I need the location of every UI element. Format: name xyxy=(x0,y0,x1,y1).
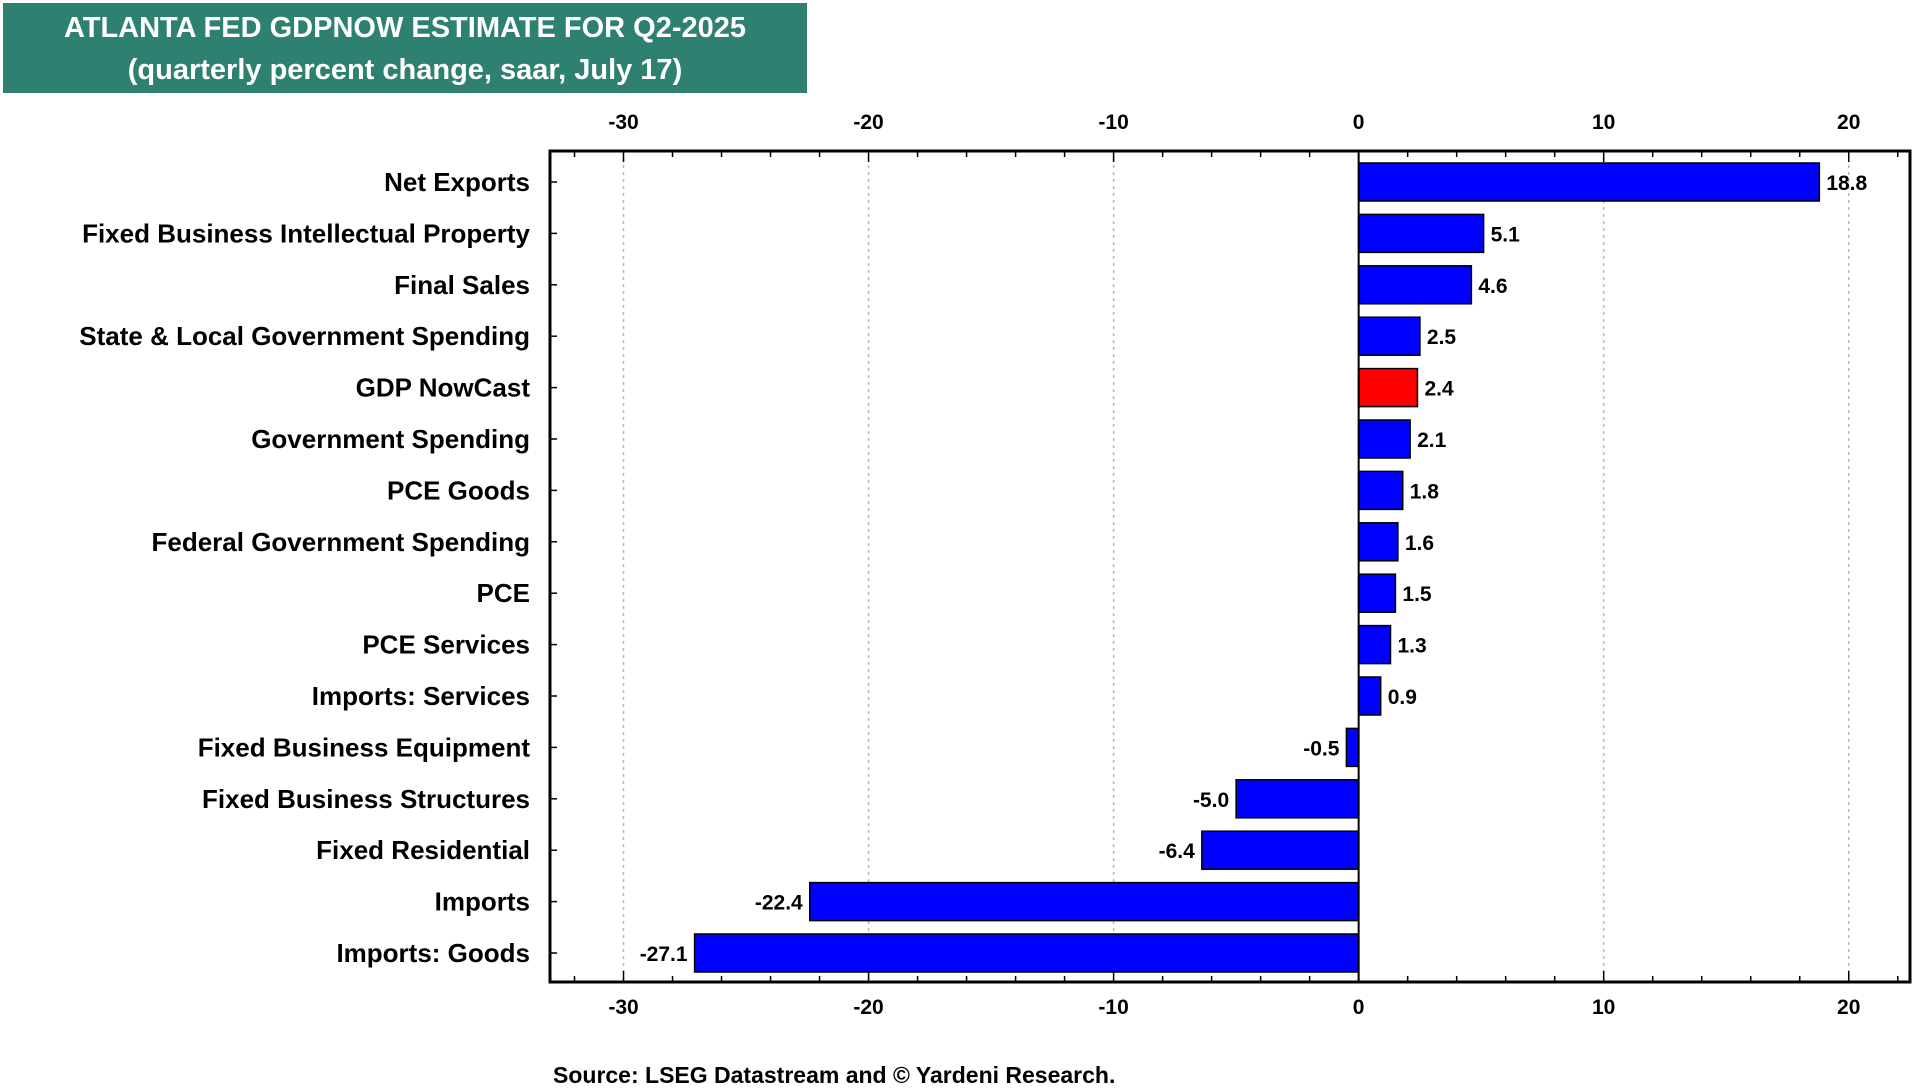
category-label: Net Exports xyxy=(384,167,530,197)
data-label: 4.6 xyxy=(1478,275,1507,298)
bar-federal-government-spending xyxy=(1357,522,1399,562)
data-label: -0.5 xyxy=(1303,737,1340,760)
category-label: Final Sales xyxy=(394,270,530,300)
bar-state-local-government-spending xyxy=(1357,316,1421,356)
data-label: 5.1 xyxy=(1491,223,1521,246)
grid-lines xyxy=(622,151,1850,982)
source-note: Source: LSEG Datastream and © Yardeni Re… xyxy=(553,1062,1116,1088)
x-tick-label-bottom: -20 xyxy=(853,996,883,1019)
bar-fixed-business-structures xyxy=(1235,779,1360,819)
bar-pce xyxy=(1357,573,1397,613)
x-tick-label-bottom: -10 xyxy=(1098,996,1128,1019)
x-tick-label-top: -30 xyxy=(608,111,638,134)
bar-net-exports xyxy=(1357,162,1821,202)
category-label: Fixed Business Structures xyxy=(202,784,530,814)
data-label: 2.4 xyxy=(1424,378,1454,401)
data-label: 2.5 xyxy=(1427,326,1457,349)
category-label: Imports xyxy=(435,887,530,917)
category-label: GDP NowCast xyxy=(356,373,531,403)
bar-fixed-residential xyxy=(1201,830,1360,870)
x-tick-label-bottom: 10 xyxy=(1592,996,1615,1019)
bar-gdp-nowcast xyxy=(1357,367,1419,408)
data-label: 1.6 xyxy=(1405,532,1434,555)
category-label: PCE Services xyxy=(362,630,530,660)
data-label: 1.3 xyxy=(1398,635,1427,658)
x-tick-label-top: -10 xyxy=(1098,111,1128,134)
category-label: PCE xyxy=(477,578,530,608)
bar-fixed-business-intellectual-property xyxy=(1357,213,1485,254)
bar-government-spending xyxy=(1357,419,1411,459)
x-tick-label-bottom: 20 xyxy=(1837,996,1860,1019)
bar-final-sales xyxy=(1357,265,1473,305)
x-tick-label-top: 0 xyxy=(1353,111,1365,134)
category-label: PCE Goods xyxy=(387,475,530,505)
category-label: Fixed Residential xyxy=(316,835,530,865)
bar-pce-services xyxy=(1357,624,1392,665)
bars xyxy=(693,162,1821,973)
chart-title-box: ATLANTA FED GDPNOW ESTIMATE FOR Q2-2025 … xyxy=(3,3,807,93)
data-label: -22.4 xyxy=(755,892,803,915)
category-label: Fixed Business Intellectual Property xyxy=(82,218,530,248)
data-label: 18.8 xyxy=(1826,172,1867,195)
category-label: Federal Government Spending xyxy=(151,527,530,557)
labels: -30 -30 -20 -20 -10 -10 0 0 10 10 20 20 Net Exports F… xyxy=(79,111,1867,1019)
chart-title: ATLANTA FED GDPNOW ESTIMATE FOR Q2-2025 xyxy=(63,12,747,44)
data-label: -6.4 xyxy=(1159,840,1196,863)
x-tick-label-bottom: 0 xyxy=(1353,996,1365,1019)
x-tick-label-top: 20 xyxy=(1837,111,1860,134)
bar-imports-services xyxy=(1357,676,1382,716)
data-label: 1.8 xyxy=(1410,480,1440,503)
x-tick-label-top: 10 xyxy=(1592,111,1615,134)
data-label: 2.1 xyxy=(1417,429,1447,452)
category-label: Government Spending xyxy=(251,424,530,454)
bar-imports xyxy=(808,881,1360,922)
plot-border xyxy=(548,149,1912,984)
axis-ticks xyxy=(550,151,1899,982)
category-label: State & Local Government Spending xyxy=(79,321,530,351)
x-tick-label-bottom: -30 xyxy=(608,996,638,1019)
data-label: 0.9 xyxy=(1388,686,1417,709)
bar-fixed-business-equipment xyxy=(1345,727,1360,768)
data-label: 1.5 xyxy=(1402,583,1432,606)
x-tick-label-top: -20 xyxy=(853,111,883,134)
chart-subtitle: (quarterly percent change, saar, July 17… xyxy=(127,54,683,86)
category-label: Fixed Business Equipment xyxy=(198,732,531,762)
category-label: Imports: Goods xyxy=(336,938,530,968)
category-label: Imports: Services xyxy=(312,681,530,711)
bar-imports-goods xyxy=(693,933,1360,973)
data-label: -27.1 xyxy=(640,943,688,966)
bar-pce-goods xyxy=(1357,470,1404,511)
plot-frame xyxy=(548,149,1912,984)
data-label: -5.0 xyxy=(1193,789,1229,812)
